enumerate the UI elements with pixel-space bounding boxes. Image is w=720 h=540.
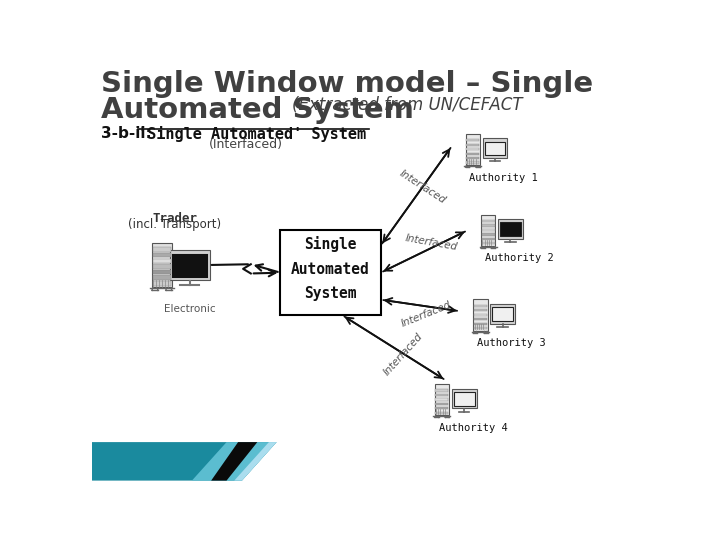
FancyBboxPatch shape bbox=[482, 220, 495, 222]
FancyBboxPatch shape bbox=[482, 225, 495, 227]
FancyBboxPatch shape bbox=[492, 307, 513, 321]
FancyBboxPatch shape bbox=[467, 152, 480, 155]
Polygon shape bbox=[211, 442, 257, 481]
FancyBboxPatch shape bbox=[436, 411, 449, 414]
FancyBboxPatch shape bbox=[467, 157, 480, 159]
FancyBboxPatch shape bbox=[153, 259, 171, 263]
FancyBboxPatch shape bbox=[153, 270, 171, 274]
FancyBboxPatch shape bbox=[474, 322, 487, 325]
Text: 'Single Automated' System: 'Single Automated' System bbox=[138, 126, 366, 143]
FancyBboxPatch shape bbox=[451, 389, 477, 408]
Text: Authority 2: Authority 2 bbox=[485, 253, 554, 264]
FancyBboxPatch shape bbox=[435, 384, 449, 415]
FancyBboxPatch shape bbox=[467, 148, 480, 150]
FancyBboxPatch shape bbox=[436, 403, 449, 405]
FancyBboxPatch shape bbox=[467, 161, 480, 164]
Text: Authority 1: Authority 1 bbox=[469, 173, 538, 183]
FancyBboxPatch shape bbox=[436, 399, 449, 401]
Text: (Extracted from UN/CEFACT: (Extracted from UN/CEFACT bbox=[292, 96, 523, 113]
FancyBboxPatch shape bbox=[481, 214, 495, 246]
Text: 3-b-ii:: 3-b-ii: bbox=[101, 126, 152, 141]
Text: Authority 3: Authority 3 bbox=[477, 338, 546, 348]
FancyBboxPatch shape bbox=[436, 389, 449, 392]
FancyBboxPatch shape bbox=[482, 233, 495, 235]
FancyBboxPatch shape bbox=[474, 327, 487, 329]
Text: Trader: Trader bbox=[153, 212, 197, 225]
FancyBboxPatch shape bbox=[466, 134, 480, 165]
Text: Single Window model – Single: Single Window model – Single bbox=[101, 70, 593, 98]
FancyBboxPatch shape bbox=[482, 242, 495, 245]
FancyBboxPatch shape bbox=[281, 231, 381, 315]
FancyBboxPatch shape bbox=[153, 253, 171, 258]
Text: Single
Automated
System: Single Automated System bbox=[291, 237, 370, 301]
Text: Authority 4: Authority 4 bbox=[438, 423, 508, 433]
Text: (incl. Transport): (incl. Transport) bbox=[128, 218, 222, 231]
FancyBboxPatch shape bbox=[474, 318, 487, 320]
FancyBboxPatch shape bbox=[173, 255, 207, 278]
FancyBboxPatch shape bbox=[482, 138, 508, 158]
Text: Electronic: Electronic bbox=[163, 303, 215, 314]
FancyBboxPatch shape bbox=[152, 242, 172, 287]
Text: Interfaced: Interfaced bbox=[382, 331, 425, 377]
FancyBboxPatch shape bbox=[500, 222, 521, 236]
FancyBboxPatch shape bbox=[482, 229, 495, 231]
Text: (Interfaced): (Interfaced) bbox=[209, 138, 283, 151]
FancyBboxPatch shape bbox=[153, 264, 171, 269]
Text: Interfaced: Interfaced bbox=[397, 168, 448, 205]
FancyBboxPatch shape bbox=[454, 392, 474, 406]
FancyBboxPatch shape bbox=[436, 394, 449, 396]
FancyBboxPatch shape bbox=[153, 275, 171, 280]
FancyBboxPatch shape bbox=[482, 238, 495, 240]
FancyBboxPatch shape bbox=[498, 219, 523, 239]
Polygon shape bbox=[192, 442, 276, 481]
Polygon shape bbox=[234, 442, 276, 481]
FancyBboxPatch shape bbox=[170, 249, 210, 280]
Text: Interfaced: Interfaced bbox=[400, 300, 453, 329]
FancyBboxPatch shape bbox=[485, 141, 505, 156]
FancyBboxPatch shape bbox=[474, 314, 487, 316]
Text: Interfaced: Interfaced bbox=[405, 233, 459, 252]
FancyBboxPatch shape bbox=[473, 299, 487, 331]
FancyBboxPatch shape bbox=[436, 407, 449, 409]
FancyBboxPatch shape bbox=[467, 144, 480, 146]
FancyBboxPatch shape bbox=[474, 305, 487, 307]
Text: Automated System: Automated System bbox=[101, 96, 414, 124]
FancyBboxPatch shape bbox=[474, 309, 487, 312]
FancyBboxPatch shape bbox=[153, 281, 171, 286]
FancyBboxPatch shape bbox=[153, 247, 171, 252]
FancyBboxPatch shape bbox=[467, 139, 480, 141]
FancyBboxPatch shape bbox=[490, 304, 515, 323]
Polygon shape bbox=[92, 442, 276, 481]
